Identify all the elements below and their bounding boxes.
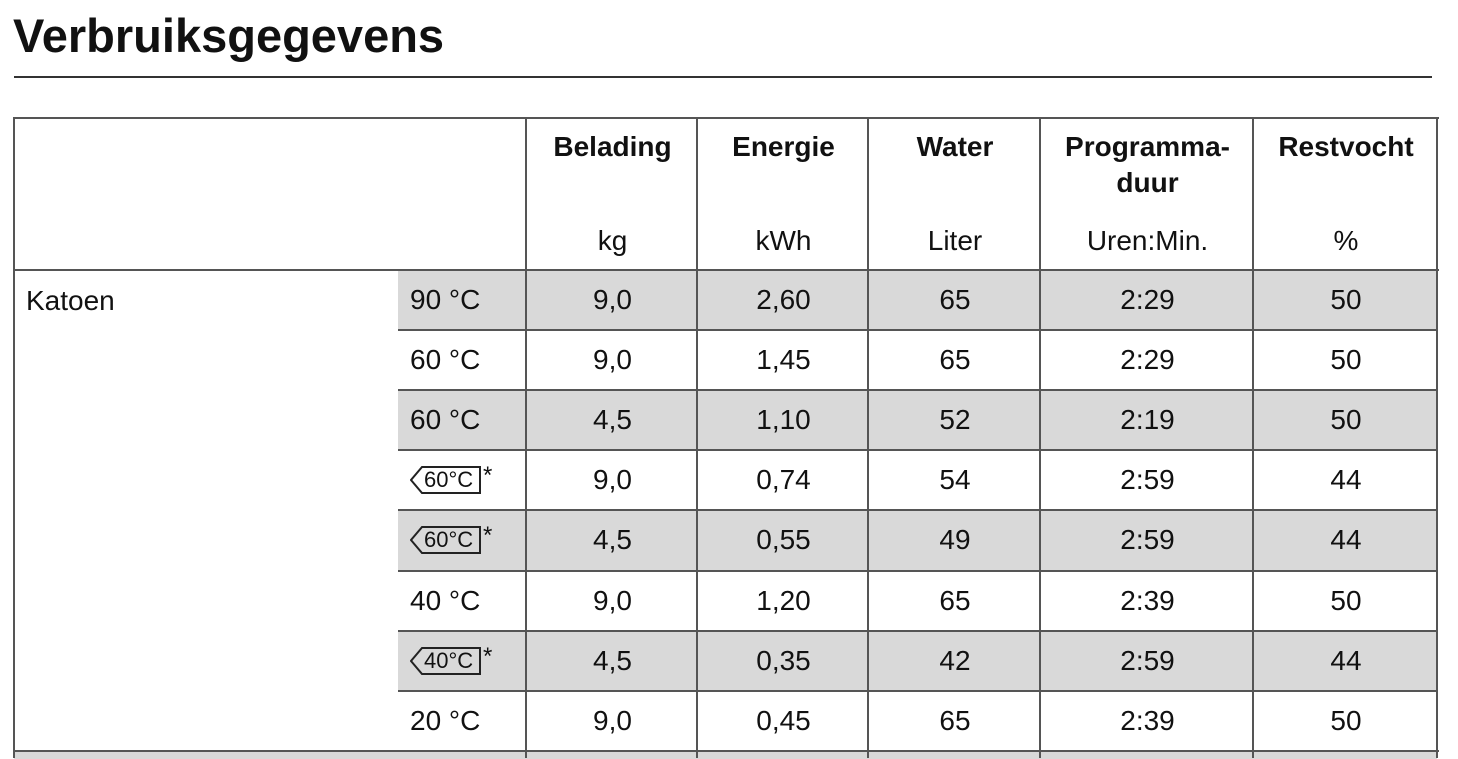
program-label: 90 °C	[410, 284, 481, 315]
row-shade	[398, 630, 1437, 691]
cell-value: 9,0	[593, 464, 632, 496]
row-shade	[398, 270, 1437, 331]
cell-value: 49	[939, 524, 971, 556]
cell-value: 1,20	[756, 584, 811, 616]
column-header: Energie	[732, 131, 835, 162]
program-label: 60 °C	[410, 404, 481, 436]
eco-icon: 60°C	[409, 465, 482, 495]
cell-value: 42	[939, 644, 971, 676]
row-line	[398, 389, 1437, 392]
row-line	[398, 689, 1437, 692]
eco-tag	[409, 526, 481, 555]
column-line	[1436, 117, 1438, 758]
cell-value: 0,35	[756, 644, 811, 676]
column-header: Belading	[553, 131, 672, 162]
table-left	[13, 117, 15, 758]
cell-value: 52	[939, 404, 971, 436]
cell-value: 2:39	[1120, 704, 1175, 736]
title: Verbruiksgegevens	[13, 9, 445, 62]
cell-value: 44	[1330, 644, 1362, 676]
cell-value: 65	[939, 584, 971, 616]
header-bottom	[14, 269, 1439, 271]
cell-value: 0,74	[756, 464, 811, 496]
column-header: duur	[1116, 167, 1179, 198]
cell-value: 65	[939, 344, 971, 376]
column-header: Water	[916, 131, 994, 162]
cell-value: 54	[939, 464, 971, 496]
column-line	[525, 117, 527, 758]
column-line	[867, 117, 869, 758]
column-line	[1252, 117, 1254, 758]
cell-value: 2:59	[1120, 644, 1175, 676]
row-line	[398, 329, 1437, 332]
column-unit: kg	[597, 225, 628, 256]
row-shade	[398, 510, 1437, 571]
row-shade	[398, 390, 1437, 451]
cell-value: 4,5	[593, 644, 632, 676]
program-label: 60 °C	[410, 344, 481, 376]
eco-tag	[409, 646, 481, 675]
row-line	[398, 509, 1437, 512]
cell-value: 2:29	[1120, 344, 1175, 376]
eco-note: *	[483, 462, 493, 490]
eco-note: *	[483, 642, 493, 670]
cell-value: 2:39	[1120, 584, 1175, 616]
program-label: 40 °C	[410, 584, 481, 616]
program-label: 20 °C	[410, 704, 481, 736]
column-line	[696, 117, 698, 758]
cell-value: 4,5	[593, 524, 632, 556]
column-unit: kWh	[755, 225, 812, 256]
group-bottom	[14, 749, 1439, 752]
eco-temp: 60°C	[424, 467, 474, 493]
row-line	[398, 629, 1437, 632]
cell-value: 65	[939, 284, 971, 315]
cell-value: 2,60	[756, 284, 811, 315]
cell-value: 9,0	[593, 344, 632, 376]
eco-tag	[409, 466, 481, 495]
cell-value: 50	[1330, 584, 1362, 616]
cell-value: 65	[939, 704, 971, 736]
cell-value: 2:29	[1120, 284, 1175, 315]
cell-value: 2:59	[1120, 464, 1175, 496]
cell-value: 50	[1330, 404, 1362, 436]
cell-value: 2:59	[1120, 524, 1175, 556]
cell-value: 1,10	[756, 404, 811, 436]
cell-value: 4,5	[593, 404, 632, 436]
eco-temp: 60°C	[424, 527, 474, 553]
next-row-shade	[14, 751, 1437, 759]
cell-value: 9,0	[593, 704, 632, 736]
column-unit: Liter	[927, 225, 983, 256]
cell-value: 44	[1330, 524, 1362, 556]
column-header: Restvocht	[1278, 131, 1414, 162]
group-label: Katoen	[26, 285, 115, 316]
column-unit: Uren:Min.	[1086, 225, 1209, 256]
eco-temp: 40°C	[424, 647, 474, 673]
cell-value: 44	[1330, 464, 1362, 496]
cell-value: 50	[1330, 284, 1362, 315]
cell-value: 1,45	[756, 344, 811, 376]
title-rule	[14, 76, 1432, 78]
row-line	[398, 569, 1437, 572]
cell-value: 0,45	[756, 704, 811, 736]
eco-icon: 60°C	[409, 525, 482, 555]
cell-value: 50	[1330, 344, 1362, 376]
cell-value: 2:19	[1120, 404, 1175, 436]
eco-icon: 40°C	[409, 646, 482, 676]
cell-value: 50	[1330, 704, 1362, 736]
row-line	[398, 449, 1437, 452]
column-header: Programma-	[1065, 131, 1230, 162]
cell-value: 0,55	[756, 524, 811, 556]
column-unit: %	[1333, 225, 1359, 256]
eco-note: *	[483, 522, 493, 550]
table-top	[14, 117, 1439, 119]
cell-value: 9,0	[593, 584, 632, 616]
cell-value: 9,0	[593, 284, 632, 315]
column-line	[1039, 117, 1041, 758]
